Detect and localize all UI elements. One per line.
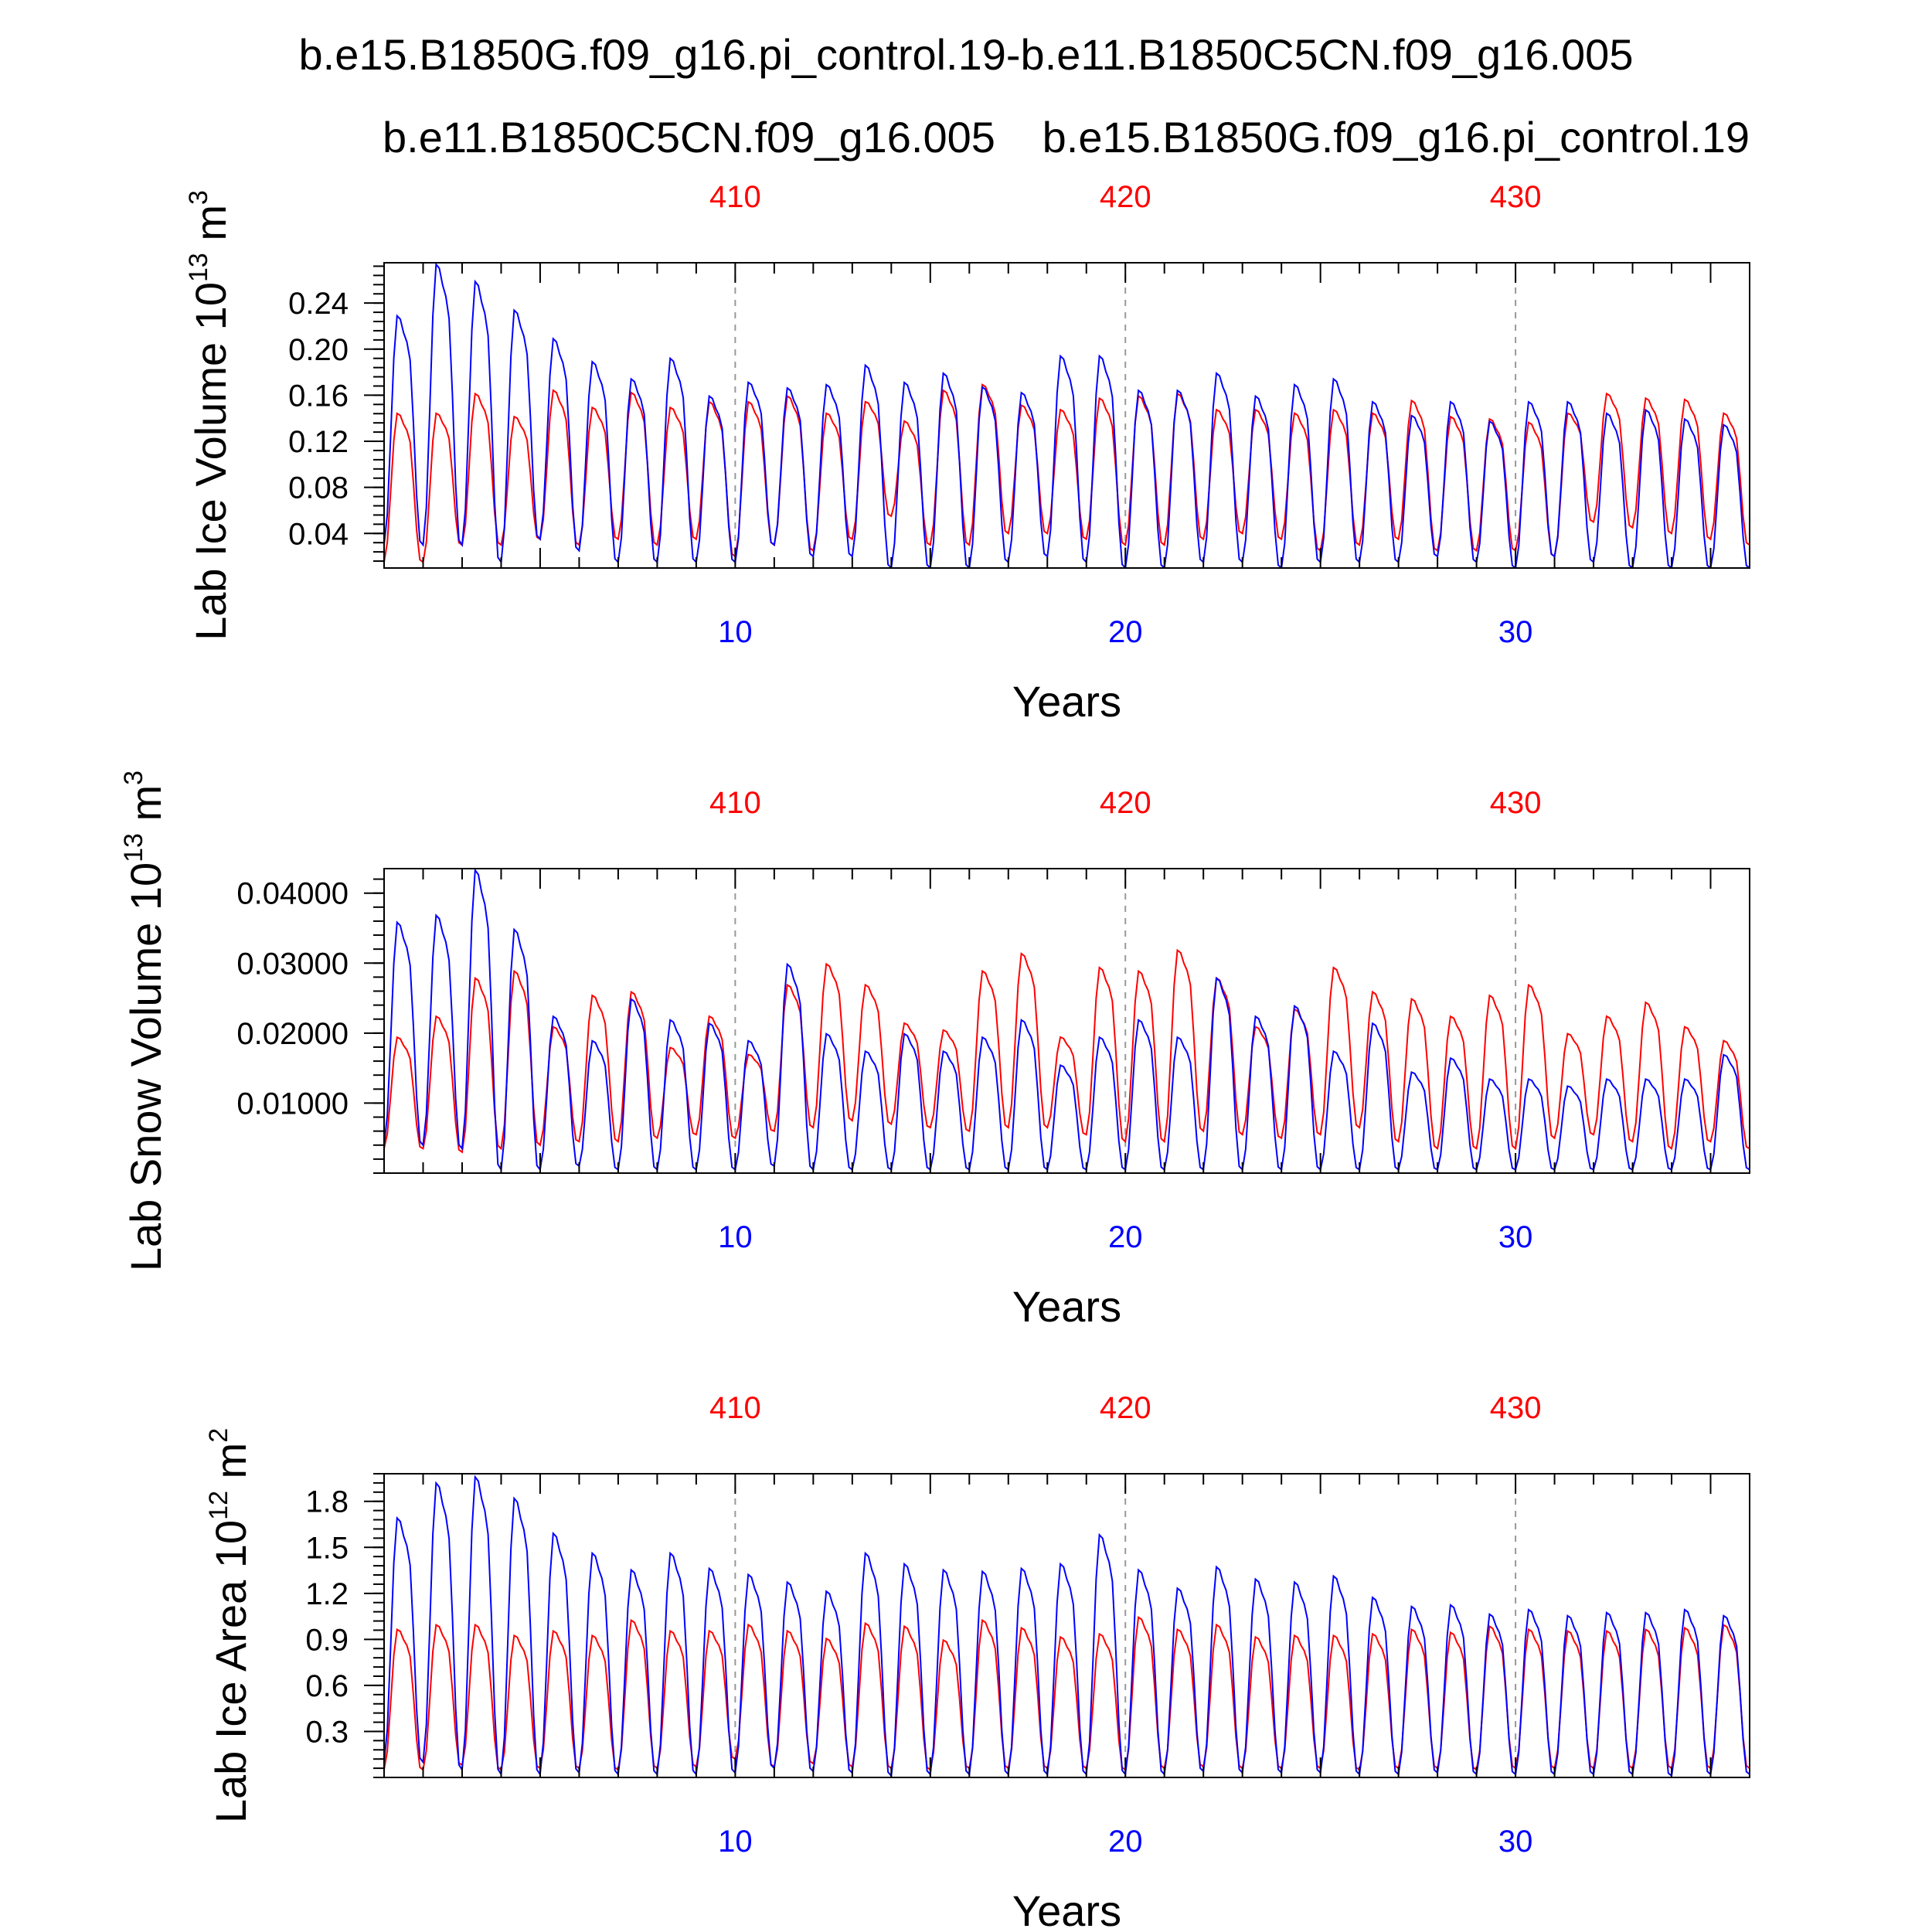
x-tick-label-bottom: 10 bbox=[718, 1220, 753, 1254]
series-line-blue bbox=[384, 1475, 1750, 1777]
x-tick-label-bottom: 10 bbox=[718, 1825, 753, 1859]
y-tick-label: 0.08 bbox=[288, 471, 349, 505]
series-line-red bbox=[384, 383, 1750, 564]
y-title-exp: 13 bbox=[119, 833, 148, 862]
y-title-exp: 13 bbox=[184, 253, 213, 282]
y-tick-label: 0.03000 bbox=[236, 947, 349, 981]
y-axis-title: Lab Snow Volume 1013 m3 bbox=[119, 770, 170, 1271]
x-tick-label-top: 420 bbox=[1100, 180, 1151, 214]
y-tick-label: 0.20 bbox=[288, 333, 349, 367]
y-tick-label: 0.6 bbox=[305, 1669, 349, 1703]
series-line-blue bbox=[384, 263, 1750, 568]
x-tick-label-bottom: 30 bbox=[1498, 615, 1533, 649]
legend-blue-label: b.e15.B1850G.f09_g16.pi_control.19 bbox=[1043, 113, 1750, 162]
x-tick-label-top: 420 bbox=[1100, 786, 1151, 820]
x-tick-label-bottom: 30 bbox=[1498, 1220, 1533, 1254]
figure-title: b.e15.B1850G.f09_g16.pi_control.19-b.e11… bbox=[299, 30, 1634, 79]
x-tick-label-top: 410 bbox=[709, 1391, 761, 1425]
x-tick-label-top: 430 bbox=[1490, 1391, 1542, 1425]
y-title-unit: m bbox=[186, 205, 235, 253]
y-title-main: Lab Snow Volume 10 bbox=[121, 862, 170, 1271]
y-axis-title: Lab Ice Area 1012 m2 bbox=[204, 1428, 255, 1823]
y-tick-label: 0.04 bbox=[288, 517, 349, 551]
x-tick-label-bottom: 20 bbox=[1108, 1220, 1143, 1254]
series-line-red bbox=[384, 1615, 1750, 1771]
y-tick-label: 1.2 bbox=[305, 1577, 349, 1611]
panel-3: 0.3 0.6 0.9 1.2 1.5 1.8 10 20 30 410 420 430 Years La… bbox=[204, 1391, 1750, 1932]
x-tick-label-bottom: 30 bbox=[1498, 1825, 1533, 1859]
x-tick-label-top: 430 bbox=[1490, 786, 1542, 820]
y-title-unit-exp: 3 bbox=[184, 190, 213, 205]
x-tick-label-top: 410 bbox=[709, 786, 761, 820]
x-tick-label-top: 410 bbox=[709, 180, 761, 214]
panel-1: 0.04 0.08 0.12 0.16 0.20 0.24 10 20 30 410 420 430 Y… bbox=[184, 180, 1750, 726]
panel-2: 0.01000 0.02000 0.03000 0.04000 10 20 30 410 420… bbox=[119, 770, 1750, 1331]
y-tick-label: 0.02000 bbox=[236, 1017, 349, 1051]
y-tick-label: 0.01000 bbox=[236, 1087, 349, 1121]
y-title-main: Lab Ice Volume 10 bbox=[186, 282, 235, 641]
y-tick-label: 1.5 bbox=[305, 1531, 349, 1565]
x-tick-label-bottom: 20 bbox=[1108, 1825, 1143, 1859]
y-tick-label: 0.12 bbox=[288, 425, 349, 459]
y-title-exp: 12 bbox=[204, 1491, 233, 1520]
x-axis-title: Years bbox=[1012, 1282, 1121, 1331]
x-axis-title: Years bbox=[1012, 1886, 1121, 1932]
y-title-unit: m bbox=[121, 785, 170, 833]
y-tick-label: 0.04000 bbox=[236, 877, 349, 911]
legend-red-label: b.e11.B1850C5CN.f09_g16.005 bbox=[383, 113, 995, 162]
plot-frame bbox=[383, 1473, 1750, 1778]
x-tick-label-bottom: 20 bbox=[1108, 615, 1143, 649]
y-tick-label: 0.16 bbox=[288, 379, 349, 413]
y-title-main: Lab Ice Area 10 bbox=[206, 1520, 255, 1823]
x-tick-label-bottom: 10 bbox=[718, 615, 753, 649]
series-line-blue bbox=[384, 869, 1750, 1172]
series-line-red bbox=[384, 948, 1750, 1154]
y-tick-label: 1.8 bbox=[305, 1485, 349, 1519]
y-title-unit-exp: 2 bbox=[204, 1428, 233, 1443]
y-tick-label: 0.3 bbox=[305, 1715, 349, 1749]
y-title-unit: m bbox=[206, 1443, 255, 1491]
plot-frame bbox=[383, 262, 1750, 569]
x-tick-label-top: 430 bbox=[1490, 180, 1542, 214]
plot-frame bbox=[383, 868, 1750, 1174]
y-axis-title: Lab Ice Volume 1013 m3 bbox=[184, 190, 235, 641]
y-title-unit-exp: 3 bbox=[119, 770, 148, 785]
x-tick-label-top: 420 bbox=[1100, 1391, 1151, 1425]
y-tick-label: 0.24 bbox=[288, 287, 349, 321]
x-axis-title: Years bbox=[1012, 677, 1121, 726]
y-tick-label: 0.9 bbox=[305, 1623, 349, 1657]
